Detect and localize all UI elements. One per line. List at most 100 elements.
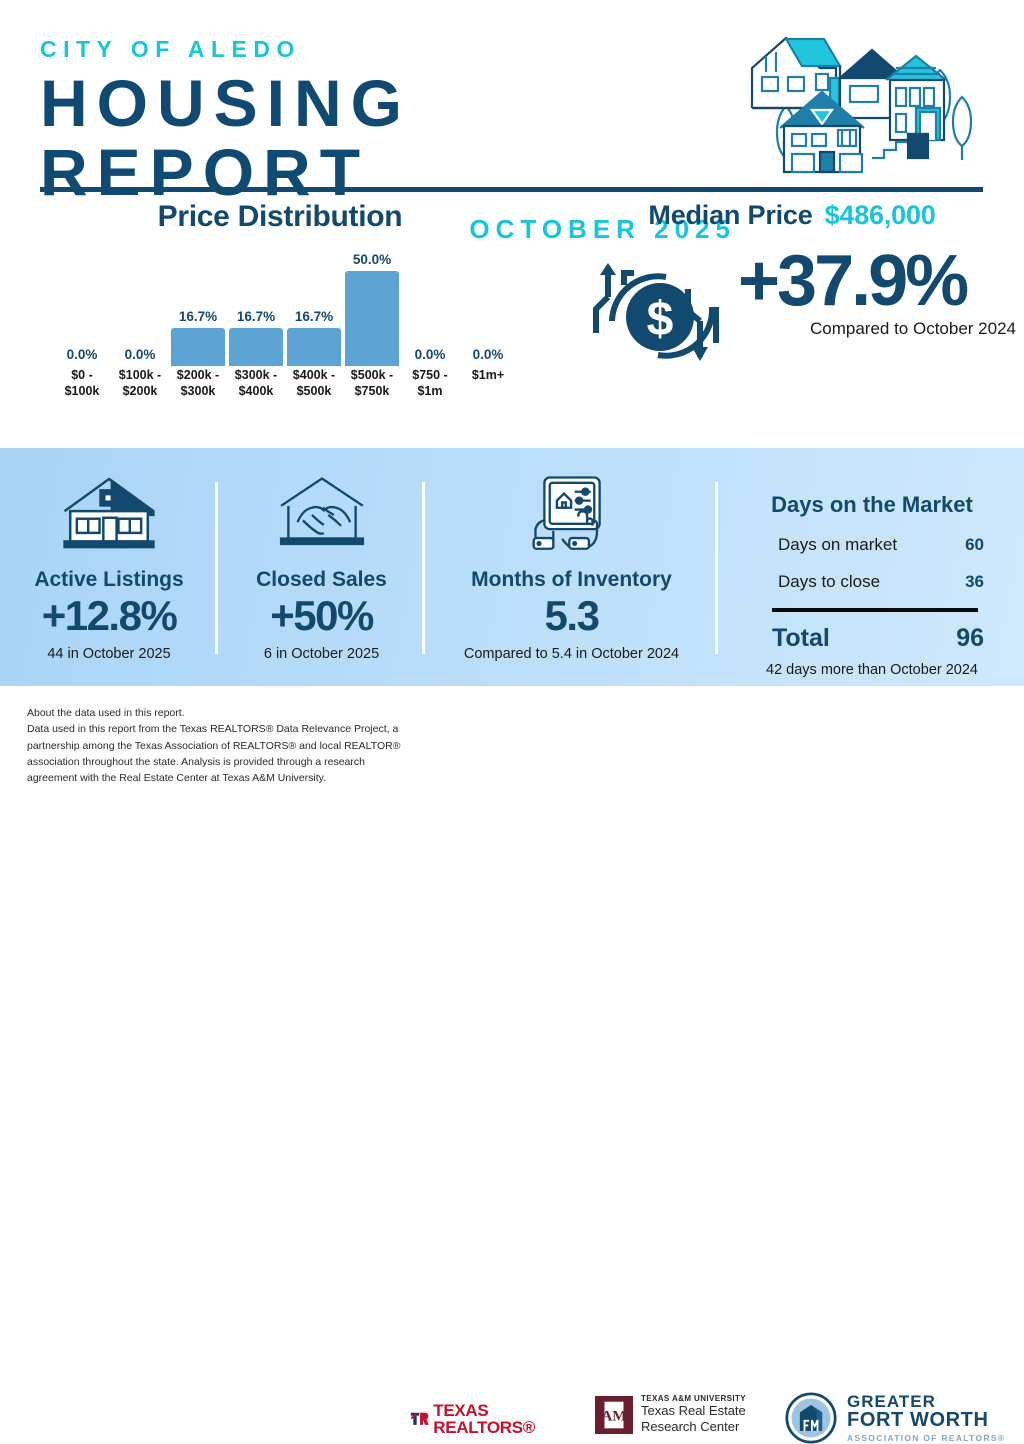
x-tick-label: $400k - $500k <box>292 368 336 398</box>
texas-realtors-wordmark: TEXAS REALTORS® <box>433 1402 535 1436</box>
days-on-market-card: Days on the Market Days on market 60 Day… <box>718 448 1024 686</box>
row-value: 36 <box>965 572 984 591</box>
bar <box>229 328 283 366</box>
stat-title: Months of Inventory <box>471 568 672 591</box>
bar <box>287 328 341 366</box>
logo-line-2: REALTORS® <box>433 1418 535 1437</box>
header-text-group: CITY OF ALEDO HOUSING REPORT OCTOBER 202… <box>40 36 740 245</box>
median-price-section: Median Price $486,000 <box>560 200 1024 395</box>
bar-group: 16.7% <box>229 252 283 366</box>
median-change-row: $ +37.9% Compared to October 2024 <box>560 245 1024 395</box>
days-on-market-table: Days on the Market Days on market 60 Day… <box>724 466 1018 678</box>
median-change-value: +37.9% <box>738 241 969 321</box>
days-on-market-title: Days on the Market <box>771 492 973 517</box>
median-price-header: Median Price $486,000 <box>560 200 1024 231</box>
x-tick-label: $100k - $200k <box>118 368 162 398</box>
stats-panel: Active Listings +12.8% 44 in October 202… <box>0 448 1024 686</box>
bar-group: 50.0% <box>345 252 399 366</box>
tamu-logo: AM TEXAS A&M UNIVERSITY Texas Real Estat… <box>595 1394 746 1436</box>
dollar-circle-arrows-icon: $ <box>588 249 748 389</box>
x-tick-label: $0 - $100k <box>64 368 100 398</box>
report-footer: About the data used in this report. Data… <box>0 686 1024 1444</box>
stat-subtext: 44 in October 2025 <box>47 646 171 663</box>
report-month: OCTOBER 2025 <box>469 213 736 244</box>
median-change-group: +37.9% Compared to October 2024 <box>738 245 1018 339</box>
days-on-market-subtext: 42 days more than October 2024 <box>766 662 978 678</box>
tablet-settings-icon <box>431 466 712 562</box>
stat-card-closed-sales: Closed Sales +50% 6 in October 2025 <box>218 448 425 686</box>
price-distribution-chart: Price Distribution 0.0% 0.0% 16.7% <box>0 200 560 412</box>
bar <box>171 328 225 366</box>
days-on-market-total-row: Total 96 <box>754 624 990 653</box>
median-price-amount: $486,000 <box>824 200 936 230</box>
svg-text:AM: AM <box>601 1407 626 1424</box>
stat-title: Closed Sales <box>256 568 387 591</box>
logo-line-3: ASSOCIATION OF REALTORS® <box>847 1433 1006 1444</box>
logo-line-2: Texas Real Estate <box>641 1403 746 1418</box>
gfw-mark-icon <box>785 1392 837 1444</box>
bar-value-label: 0.0% <box>124 347 156 362</box>
greater-fort-worth-logo: GREATER FORT WORTH ASSOCIATION OF REALTO… <box>785 1392 1005 1444</box>
logo-line-1: TEXAS <box>433 1401 489 1420</box>
cell-divider <box>715 482 718 654</box>
tamu-wordmark: TEXAS A&M UNIVERSITY Texas Real Estate R… <box>641 1394 746 1436</box>
neighborhood-houses-icon <box>744 22 994 187</box>
chart-bars: 0.0% 0.0% 16.7% 16.7% <box>55 252 515 366</box>
stat-card-months-inventory: Months of Inventory 5.3 Compared to 5.4 … <box>425 448 718 686</box>
chart-x-axis-labels: $0 - $100k $100k - $200k $200k - $300k $… <box>55 368 515 412</box>
chart-plot-area: 0.0% 0.0% 16.7% 16.7% <box>0 252 560 412</box>
days-on-market-row: Days on market 60 <box>754 535 990 555</box>
total-divider <box>772 608 978 612</box>
logo-line-1: GREATER <box>847 1391 936 1411</box>
bar-value-label: 0.0% <box>66 347 98 362</box>
handshake-house-icon <box>224 466 419 562</box>
chart-title: Price Distribution <box>157 200 403 233</box>
bar <box>345 271 399 366</box>
x-tick-label: $500k - $750k <box>350 368 394 398</box>
svg-text:$: $ <box>647 293 674 346</box>
row-label: Days to close <box>778 572 881 591</box>
page-title: HOUSING REPORT <box>40 66 412 210</box>
header-divider <box>40 187 983 192</box>
bar-group: 16.7% <box>287 252 341 366</box>
gfw-wordmark: GREATER FORT WORTH ASSOCIATION OF REALTO… <box>847 1391 1006 1444</box>
top-section: Price Distribution 0.0% 0.0% 16.7% <box>0 200 1024 448</box>
texas-realtors-mark-icon <box>410 1412 429 1425</box>
median-comparison-text: Compared to October 2024 <box>809 319 1016 338</box>
logo-line-3: Research Center <box>641 1419 740 1435</box>
stat-value: +50% <box>270 592 374 639</box>
tamu-mark-icon: AM <box>595 1395 633 1434</box>
bar-group: 0.0% <box>55 252 109 366</box>
bar-value-label: 16.7% <box>294 309 334 324</box>
stat-subtext: Compared to 5.4 in October 2024 <box>463 646 680 663</box>
cell-divider <box>215 482 218 654</box>
bar-value-label: 16.7% <box>236 309 276 324</box>
stat-value: +12.8% <box>41 592 178 639</box>
bar-group: 0.0% <box>113 252 167 366</box>
stat-card-active-listings: Active Listings +12.8% 44 in October 202… <box>0 448 218 686</box>
x-tick-label: $750 - $1m <box>412 368 448 398</box>
bar-value-label: 0.0% <box>472 347 504 362</box>
cell-divider <box>422 482 425 654</box>
logo-line-2: FORT WORTH <box>847 1409 989 1432</box>
bar-value-label: 0.0% <box>414 347 446 362</box>
median-price-label: Median Price <box>648 200 813 230</box>
row-label: Days on market <box>778 535 898 554</box>
bar-value-label: 16.7% <box>178 309 218 324</box>
x-tick-label: $1m+ <box>471 368 505 382</box>
stat-subtext: 6 in October 2025 <box>263 646 380 663</box>
row-value: 60 <box>965 535 984 554</box>
x-tick-label: $200k - $300k <box>176 368 220 398</box>
logo-line-1: TEXAS A&M UNIVERSITY <box>641 1394 747 1403</box>
bar-group: 0.0% <box>461 252 515 366</box>
bar-group: 0.0% <box>403 252 457 366</box>
stat-title: Active Listings <box>34 568 184 591</box>
city-name: CITY OF ALEDO <box>40 36 301 62</box>
report-header: CITY OF ALEDO HOUSING REPORT OCTOBER 202… <box>0 0 1024 244</box>
days-on-market-row: Days to close 36 <box>754 572 990 592</box>
total-value: 96 <box>956 624 984 652</box>
footer-disclaimer: About the data used in this report. Data… <box>27 707 401 785</box>
house-icon <box>6 466 212 562</box>
stat-value: 5.3 <box>544 592 600 639</box>
